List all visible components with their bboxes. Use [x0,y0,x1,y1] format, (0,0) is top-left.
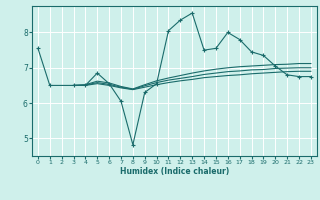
X-axis label: Humidex (Indice chaleur): Humidex (Indice chaleur) [120,167,229,176]
